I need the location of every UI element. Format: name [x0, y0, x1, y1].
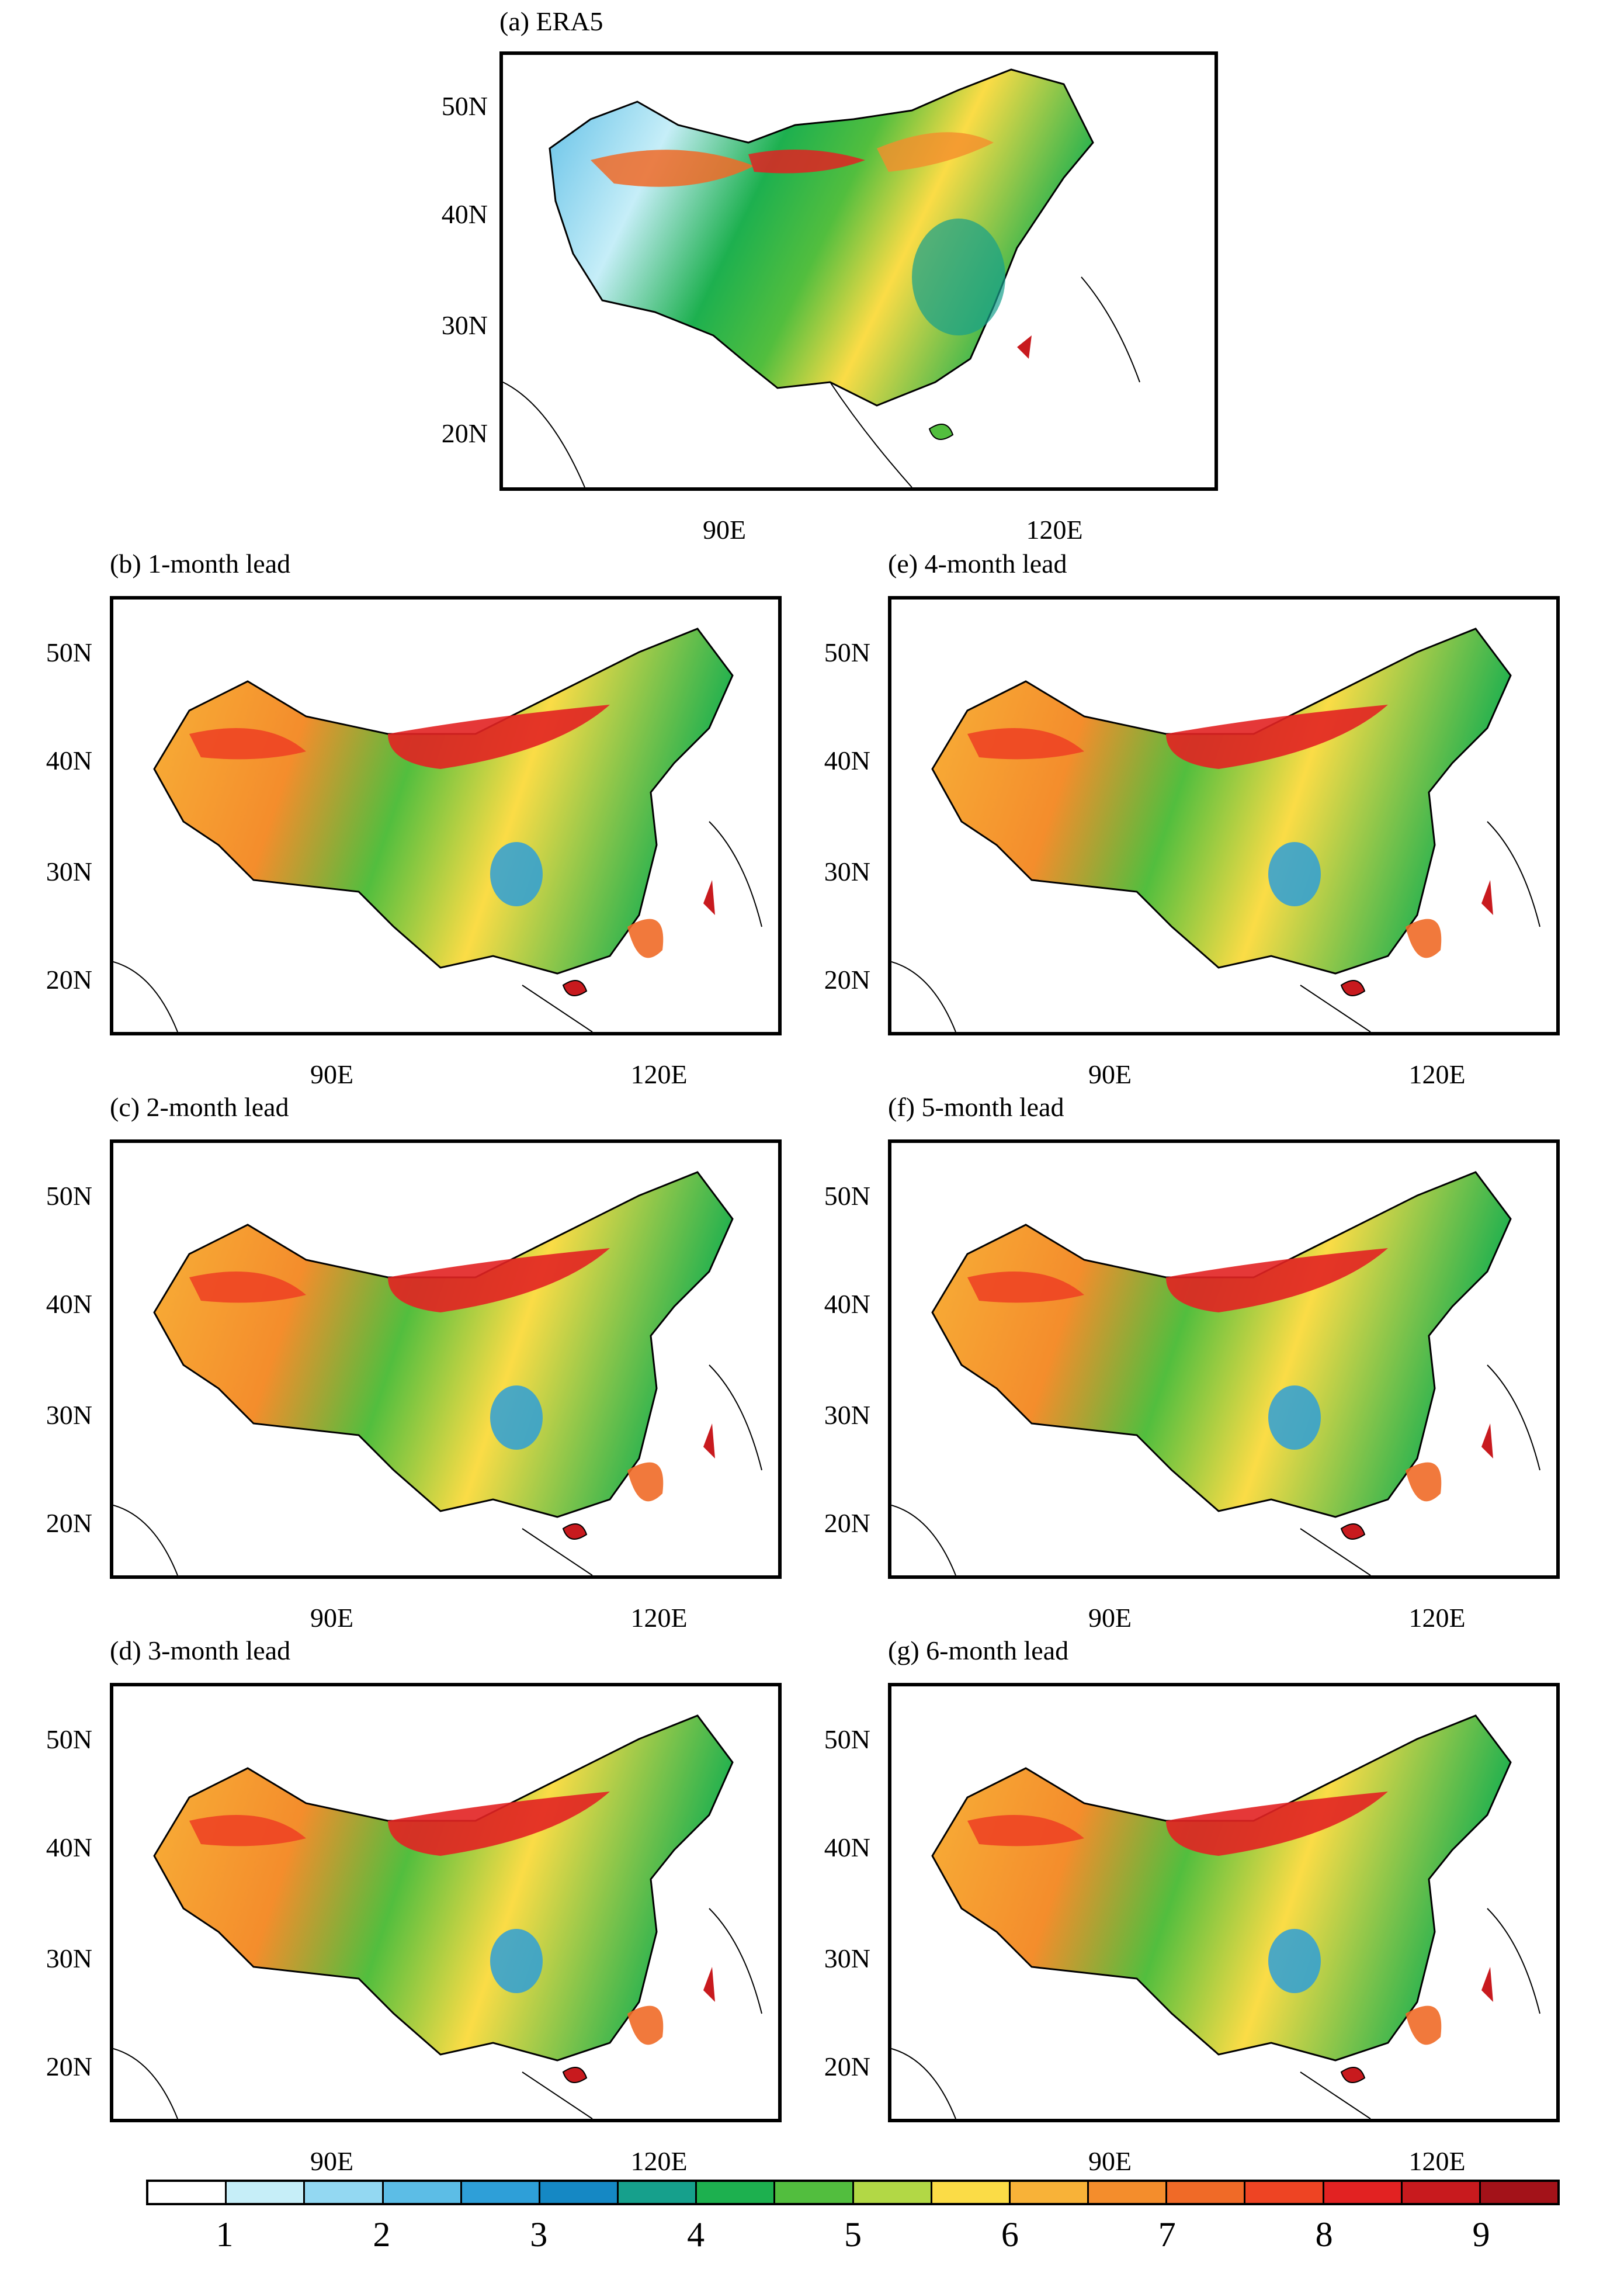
- lat-label-20n-e: 20N: [824, 965, 870, 995]
- colorbar-segment: [383, 2182, 462, 2203]
- colorbar-label: 1: [216, 2215, 234, 2254]
- lat-label-40n-g: 40N: [824, 1832, 870, 1862]
- coastline-a: [503, 276, 1140, 487]
- lat-label-40n-f: 40N: [824, 1289, 870, 1319]
- china-map-era5: [503, 68, 1140, 487]
- lat-label-40n-e: 40N: [824, 746, 870, 775]
- panel-title-d: (d) 3-month lead: [110, 1636, 291, 1665]
- lat-label-20n-d: 20N: [46, 2052, 92, 2081]
- panel-title-c: (c) 2-month lead: [110, 1092, 289, 1122]
- lon-label-120e-a: 120E: [1026, 515, 1083, 545]
- colorbar-segment: [619, 2182, 698, 2203]
- map-frame-d: [110, 1683, 782, 2122]
- colorbar-segment: [461, 2182, 540, 2203]
- lat-label-30n-a: 30N: [441, 310, 488, 340]
- lon-label-120e-f: 120E: [1408, 1603, 1466, 1633]
- map-frame-b: [110, 596, 782, 1035]
- china-map-f: [891, 1171, 1540, 1575]
- colorbar-label: 4: [687, 2215, 705, 2254]
- lat-label-30n-b: 30N: [46, 857, 92, 886]
- colorbar-label: 8: [1315, 2215, 1333, 2254]
- panel-title-a: (a) ERA5: [499, 6, 603, 36]
- lat-label-50n-d: 50N: [46, 1724, 92, 1754]
- lat-label-50n-b: 50N: [46, 638, 92, 667]
- colorbar-segment: [775, 2182, 854, 2203]
- colorbar-segment: [305, 2182, 384, 2203]
- panel-title-f: (f) 5-month lead: [888, 1092, 1064, 1122]
- colorbar-segment: [853, 2182, 932, 2203]
- colorbar-segment: [1480, 2182, 1558, 2203]
- lat-label-20n-a: 20N: [441, 418, 488, 448]
- china-outline-a: [549, 68, 1094, 407]
- colorbar-segment: [1089, 2182, 1168, 2203]
- colorbar-label: 6: [1001, 2215, 1019, 2254]
- lat-label-40n-c: 40N: [46, 1289, 92, 1319]
- map-frame-f: [888, 1139, 1560, 1579]
- colorbar-label: 2: [373, 2215, 391, 2254]
- map-frame-g: [888, 1683, 1560, 2122]
- colorbar-segment: [1324, 2182, 1403, 2203]
- panel-title-g: (g) 6-month lead: [888, 1636, 1069, 1665]
- colorbar-segment: [697, 2182, 776, 2203]
- lat-label-50n-c: 50N: [46, 1181, 92, 1211]
- china-map-c: [113, 1171, 762, 1575]
- lat-label-30n-e: 30N: [824, 857, 870, 886]
- map-frame-a: [499, 51, 1218, 491]
- colorbar-segment: [1402, 2182, 1481, 2203]
- lon-label-90e-b: 90E: [310, 1059, 354, 1089]
- lat-label-20n-g: 20N: [824, 2052, 870, 2081]
- colorbar-segment: [148, 2182, 227, 2203]
- lon-label-90e-e: 90E: [1088, 1059, 1132, 1089]
- lon-label-120e-g: 120E: [1408, 2146, 1466, 2176]
- china-map-d: [113, 1714, 762, 2119]
- lat-label-30n-g: 30N: [824, 1943, 870, 1973]
- colorbar-label: 9: [1472, 2215, 1490, 2254]
- lat-label-20n-c: 20N: [46, 1508, 92, 1538]
- colorbar-segment: [227, 2182, 306, 2203]
- colorbar-label: 3: [530, 2215, 548, 2254]
- china-map-e: [891, 628, 1540, 1032]
- lat-label-30n-f: 30N: [824, 1400, 870, 1430]
- lat-label-50n-a: 50N: [441, 91, 488, 121]
- colorbar-segment: [1010, 2182, 1089, 2203]
- colorbar: [146, 2180, 1560, 2205]
- colorbar-segment: [1245, 2182, 1324, 2203]
- lat-label-50n-g: 50N: [824, 1724, 870, 1754]
- lat-label-30n-c: 30N: [46, 1400, 92, 1430]
- lat-label-40n-a: 40N: [441, 199, 488, 229]
- colorbar-segment: [932, 2182, 1011, 2203]
- panel-title-b: (b) 1-month lead: [110, 549, 291, 578]
- lat-label-50n-f: 50N: [824, 1181, 870, 1211]
- lon-label-90e-f: 90E: [1088, 1603, 1132, 1633]
- map-frame-c: [110, 1139, 782, 1579]
- colorbar-label: 7: [1158, 2215, 1176, 2254]
- lat-label-20n-b: 20N: [46, 965, 92, 995]
- china-map-b: [113, 628, 762, 1032]
- lat-label-40n-d: 40N: [46, 1832, 92, 1862]
- lon-label-120e-e: 120E: [1408, 1059, 1466, 1089]
- lat-label-50n-e: 50N: [824, 638, 870, 667]
- panel-title-e: (e) 4-month lead: [888, 549, 1067, 578]
- lon-label-90e-a: 90E: [702, 515, 747, 545]
- colorbar-segment: [1167, 2182, 1246, 2203]
- china-map-g: [891, 1714, 1540, 2119]
- lat-label-20n-f: 20N: [824, 1508, 870, 1538]
- lon-label-90e-d: 90E: [310, 2146, 354, 2176]
- colorbar-segment: [540, 2182, 619, 2203]
- lon-label-90e-g: 90E: [1088, 2146, 1132, 2176]
- colorbar-label: 5: [844, 2215, 862, 2254]
- lon-label-90e-c: 90E: [310, 1603, 354, 1633]
- lat-label-30n-d: 30N: [46, 1943, 92, 1973]
- lon-label-120e-d: 120E: [630, 2146, 688, 2176]
- lon-label-120e-c: 120E: [630, 1603, 688, 1633]
- lat-label-40n-b: 40N: [46, 746, 92, 775]
- map-frame-e: [888, 596, 1560, 1035]
- lon-label-120e-b: 120E: [630, 1059, 688, 1089]
